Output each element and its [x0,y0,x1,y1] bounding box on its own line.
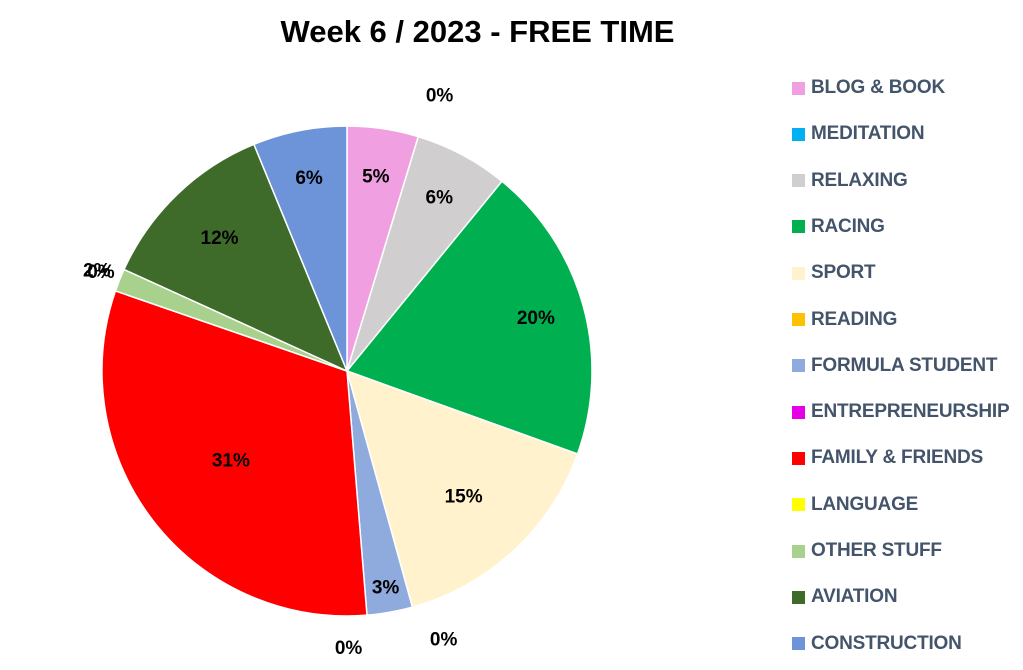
legend-item-meditation: MEDITATION [792,121,925,147]
legend-swatch-meditation [792,127,805,141]
slice-label-sport: 15% [445,486,483,507]
legend-label-blog-and-book: BLOG & BOOK [811,77,945,98]
slice-label-entrepreneurship: 0% [335,638,363,659]
legend-label-relaxing: RELAXING [811,169,908,191]
slice-label-language: 0% [87,262,115,283]
slice-label-relaxing: 6% [426,188,454,209]
slice-label-blog-and-book: 5% [362,167,390,188]
legend-label-aviation: AVIATION [811,586,898,608]
legend-item-blog-and-book: BLOG & BOOK [792,75,945,101]
slice-label-aviation: 12% [201,228,239,249]
pie-slice-aviation [123,143,349,373]
legend-swatch-language [792,498,805,512]
pie-slice-sport [345,369,579,609]
slice-label-reading: 0% [430,630,458,651]
legend-swatch-construction [792,637,805,651]
legend-item-family-and-friends: FAMILY & FRIENDS [792,445,983,471]
legend-swatch-entrepreneurship [792,405,805,419]
legend-swatch-reading [792,313,805,326]
slice-label-meditation: 0% [426,86,454,107]
slice-label-family-and-friends: 31% [212,451,250,472]
legend-label-construction: CONSTRUCTION [811,632,962,654]
legend-label-entrepreneurship: ENTREPRENEURSHIP [811,401,1010,423]
legend-swatch-formula-student [792,359,805,373]
pie-slice-racing [345,180,593,455]
legend-label-formula-student: FORMULA STUDENT [811,354,998,376]
legend-label-reading: READING [811,308,898,330]
legend-label-family-and-friends: FAMILY & FRIENDS [811,447,984,469]
legend-swatch-blog-and-book [792,81,805,95]
legend-item-entrepreneurship: ENTREPRENEURSHIP [792,399,1010,425]
legend-swatch-racing [792,220,805,234]
legend-item-reading: READING [792,307,897,333]
legend-swatch-family-and-friends [792,451,805,465]
slice-label-racing: 20% [517,308,555,329]
legend-item-formula-student: FORMULA STUDENT [792,353,997,379]
legend-item-aviation: AVIATION [792,584,898,610]
legend-item-relaxing: RELAXING [792,168,908,194]
legend-item-racing: RACING [792,214,885,240]
legend-item-language: LANGUAGE [792,492,918,518]
pie-slice-family-and-friends [101,289,368,617]
slice-label-construction: 6% [295,168,323,189]
legend-item-sport: SPORT [792,260,876,286]
pie-slice-construction [252,125,348,372]
legend-label-racing: RACING [811,215,885,237]
legend-swatch-relaxing [792,174,805,188]
legend-swatch-aviation [792,590,805,604]
legend-label-other-stuff: OTHER STUFF [811,540,942,561]
legend-label-meditation: MEDITATION [811,123,925,145]
slice-label-formula-student: 3% [372,578,400,599]
legend-swatch-other-stuff [792,544,805,558]
chart-title: Week 6 / 2023 - FREE TIME [280,14,675,49]
legend-item-construction: CONSTRUCTION [792,631,962,657]
legend-label-sport: SPORT [811,262,876,284]
legend-item-other-stuff: OTHER STUFF [792,538,942,564]
legend-swatch-sport [792,266,805,280]
legend-label-language: LANGUAGE [811,493,919,515]
slice-label-other-stuff: 2% [83,261,111,282]
